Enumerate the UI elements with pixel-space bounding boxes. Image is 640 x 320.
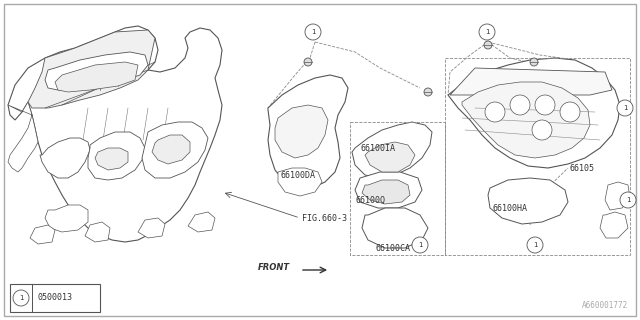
Polygon shape: [8, 102, 38, 172]
Polygon shape: [142, 122, 208, 178]
Polygon shape: [462, 82, 590, 158]
Circle shape: [510, 95, 530, 115]
Text: 0500013: 0500013: [37, 293, 72, 302]
Polygon shape: [278, 168, 322, 196]
Text: 66100DA: 66100DA: [280, 171, 315, 180]
Polygon shape: [448, 58, 620, 168]
Polygon shape: [362, 208, 428, 248]
Circle shape: [485, 102, 505, 122]
Polygon shape: [275, 105, 328, 158]
Text: 1: 1: [623, 105, 627, 111]
Circle shape: [13, 290, 29, 306]
Polygon shape: [352, 122, 432, 178]
Text: 66100CA: 66100CA: [375, 244, 410, 252]
Polygon shape: [45, 52, 148, 90]
Polygon shape: [138, 218, 165, 238]
Polygon shape: [85, 222, 110, 242]
Text: 66100IA: 66100IA: [360, 143, 395, 153]
Circle shape: [535, 95, 555, 115]
Polygon shape: [362, 180, 410, 204]
Text: 66105: 66105: [570, 164, 595, 172]
Polygon shape: [488, 178, 568, 224]
Circle shape: [527, 237, 543, 253]
Text: 1: 1: [418, 242, 422, 248]
Text: 1: 1: [484, 29, 489, 35]
Polygon shape: [30, 225, 55, 244]
Circle shape: [304, 58, 312, 66]
Text: 66100Q: 66100Q: [355, 196, 385, 204]
Text: A660001772: A660001772: [582, 301, 628, 310]
Polygon shape: [365, 142, 415, 172]
Polygon shape: [88, 132, 145, 180]
Circle shape: [305, 24, 321, 40]
Polygon shape: [8, 26, 222, 242]
Polygon shape: [188, 212, 215, 232]
Circle shape: [424, 88, 432, 96]
Text: FIG.660-3: FIG.660-3: [302, 213, 347, 222]
Circle shape: [617, 100, 633, 116]
Polygon shape: [28, 30, 155, 108]
Text: 1: 1: [19, 295, 23, 301]
Bar: [10, 284, 100, 312]
Text: 1: 1: [532, 242, 537, 248]
Polygon shape: [95, 148, 128, 170]
Polygon shape: [450, 68, 612, 95]
Circle shape: [484, 41, 492, 49]
Circle shape: [412, 237, 428, 253]
Circle shape: [530, 58, 538, 66]
Polygon shape: [268, 75, 348, 188]
Polygon shape: [600, 212, 628, 238]
Text: FRONT: FRONT: [258, 263, 290, 273]
Text: 1: 1: [626, 197, 630, 203]
Polygon shape: [45, 205, 88, 232]
Polygon shape: [152, 135, 190, 164]
Text: 66100HA: 66100HA: [492, 204, 527, 212]
Polygon shape: [355, 172, 422, 208]
Polygon shape: [40, 138, 90, 178]
Text: 1: 1: [311, 29, 316, 35]
Polygon shape: [605, 182, 630, 210]
Bar: [32, 284, 33, 312]
Circle shape: [479, 24, 495, 40]
Polygon shape: [55, 62, 138, 92]
Circle shape: [620, 192, 636, 208]
Circle shape: [560, 102, 580, 122]
Circle shape: [532, 120, 552, 140]
